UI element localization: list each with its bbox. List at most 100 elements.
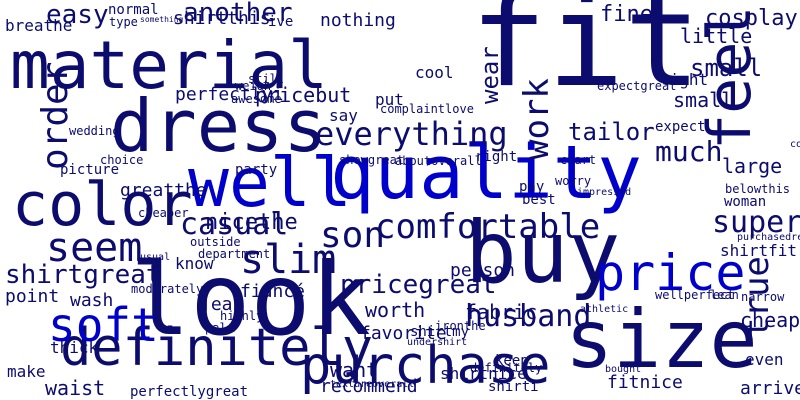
word-awesome: awesome: [231, 92, 282, 106]
word-make: make: [7, 362, 46, 381]
word-weigh: weigh: [235, 79, 272, 93]
word-know: know: [175, 254, 214, 273]
word-perfectlyi: perfectlyi: [175, 84, 284, 105]
word-belowthis: belowthis: [725, 182, 791, 196]
word-choice: choice: [100, 153, 144, 167]
word-fit: fit: [470, 0, 702, 116]
word-cool: cool: [415, 63, 454, 82]
word-waist: waist: [45, 376, 106, 400]
word-expectgreat: expectgreat: [597, 79, 677, 93]
word-recommend: recommend: [320, 376, 418, 397]
word-type: type: [109, 15, 138, 29]
word-thick: thick: [50, 338, 99, 357]
word-highly: highly: [220, 309, 264, 323]
word-dress: dress: [110, 84, 327, 168]
word-seem: seem: [46, 225, 143, 271]
word-department: department: [198, 247, 271, 261]
word-aboutoverall: aboutoverall: [395, 154, 482, 168]
word-order: order: [35, 61, 76, 170]
word-bought: bought: [605, 364, 642, 375]
word-pale: pale: [205, 321, 234, 335]
word-wedding: wedding: [69, 124, 120, 138]
word-worth: worth: [365, 298, 426, 322]
word-fabric: fabric: [465, 300, 538, 324]
word-son: son: [320, 215, 386, 256]
word-party: party: [235, 162, 278, 178]
word-impressed: impressed: [577, 187, 632, 198]
word-super: super: [712, 205, 800, 240]
word-comfortable: comfortable: [375, 207, 601, 247]
word-outside: outside: [190, 235, 241, 249]
word-well: well: [188, 144, 352, 223]
word-everything: everything: [315, 115, 508, 153]
word-husband: husband: [465, 299, 592, 334]
word-definitely-small: definitely: [470, 361, 543, 375]
word-purchasedress: purchasedress: [737, 232, 800, 243]
word-shirtthis: shirtthis: [173, 8, 271, 29]
word-cosplay: cosplay: [705, 6, 798, 31]
word-favorite: favorite: [360, 323, 447, 344]
word-pay: pay: [519, 179, 545, 195]
word-lean: lean: [710, 288, 739, 302]
word-buy: buy: [465, 203, 621, 303]
word-pricegreat: pricegreat: [340, 270, 497, 300]
word-greatthe: greatthe: [120, 180, 207, 201]
word-easy: easy: [46, 0, 109, 30]
word-jean: jean: [200, 294, 244, 315]
word-person: person: [450, 260, 516, 281]
word-fiance: fiancé: [240, 281, 306, 302]
word-wear: wear: [476, 46, 504, 104]
word-worry: worry: [555, 174, 592, 188]
word-athletic: athletic: [580, 304, 629, 315]
word-color: color: [12, 170, 193, 240]
word-pricebut: pricebut: [255, 83, 352, 107]
word-shirtgreat: shirtgreat: [5, 260, 162, 290]
word-tailor: tailor: [568, 118, 655, 146]
word-purchase: purchase: [300, 336, 551, 396]
word-something: something: [140, 15, 184, 24]
word-usual: usual: [140, 252, 171, 263]
word-casual: casual: [180, 207, 289, 242]
word-chart: chart: [560, 153, 597, 167]
word-comfortablebut: comfortablebut: [790, 139, 800, 150]
word-look: look: [130, 241, 371, 358]
word-still: still: [248, 72, 285, 86]
word-breathe: breathe: [5, 16, 73, 35]
word-cheaper: cheaper: [138, 206, 189, 220]
word-narrow: narrow: [741, 290, 785, 304]
word-want: want: [330, 358, 379, 382]
word-expect: expect: [655, 119, 706, 135]
word-slim: slim: [240, 237, 337, 283]
word-right: right: [475, 149, 518, 165]
word-complaintlove: complaintlove: [380, 102, 474, 116]
word-quality: quality: [330, 130, 642, 216]
word-much: much: [655, 135, 723, 168]
word-even: even: [745, 350, 784, 369]
word-wash: wash: [70, 290, 114, 311]
word-little: little: [680, 24, 753, 48]
word-nothing: nothing: [320, 10, 396, 31]
word-work: work: [517, 78, 557, 160]
word-ive: ive: [268, 14, 294, 30]
word-showgreat: showgreat: [339, 153, 405, 167]
word-moderately: moderately: [131, 282, 204, 296]
word-woman: woman: [724, 194, 767, 210]
word-normal: normal: [108, 2, 159, 18]
word-ironthe: ironthe: [435, 319, 486, 333]
word-small: small: [690, 54, 763, 82]
word-textureoverall: textureoverall: [330, 379, 415, 390]
word-perfectlygreat: perfectlygreat: [130, 384, 249, 400]
word-arrive: arrive: [740, 378, 800, 399]
word-shirtfit: shirtfit: [720, 241, 798, 260]
word-picture: picture: [60, 162, 120, 178]
word-soft: soft: [48, 298, 159, 352]
word-light: light: [660, 70, 709, 89]
word-point: point: [5, 286, 60, 307]
word-small-2: small: [673, 88, 734, 112]
word-fitnice: fitnice: [607, 372, 683, 393]
word-another: another: [183, 0, 293, 28]
word-say: say: [329, 106, 358, 125]
word-cheap: cheap: [740, 308, 800, 332]
word-definitely: definitely: [60, 318, 374, 378]
